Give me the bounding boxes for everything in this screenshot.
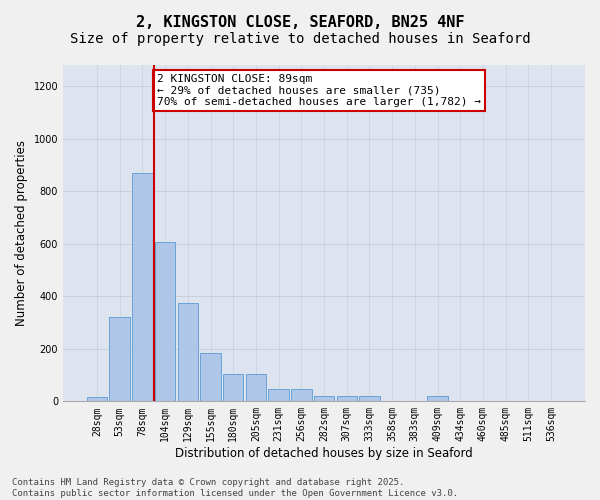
Bar (291, 389, 311, 402)
X-axis label: Distribution of detached houses by size in Seaford: Distribution of detached houses by size … (175, 447, 473, 460)
Bar (109, 318, 130, 402)
Bar (200, 352, 221, 402)
Bar (359, 396, 380, 402)
Bar (87, 398, 107, 402)
Text: Contains HM Land Registry data © Crown copyright and database right 2025.
Contai: Contains HM Land Registry data © Crown c… (12, 478, 458, 498)
Bar (314, 396, 334, 402)
Bar (268, 389, 289, 402)
Text: Size of property relative to detached houses in Seaford: Size of property relative to detached ho… (70, 32, 530, 46)
Y-axis label: Number of detached properties: Number of detached properties (15, 140, 28, 326)
Bar (132, 172, 152, 402)
Bar (178, 303, 198, 402)
Bar (223, 374, 244, 402)
Bar (155, 242, 175, 402)
Bar (427, 396, 448, 402)
Text: 2, KINGSTON CLOSE, SEAFORD, BN25 4NF: 2, KINGSTON CLOSE, SEAFORD, BN25 4NF (136, 15, 464, 30)
Bar (337, 396, 357, 402)
Bar (245, 374, 266, 402)
Text: 2 KINGSTON CLOSE: 89sqm
← 29% of detached houses are smaller (735)
70% of semi-d: 2 KINGSTON CLOSE: 89sqm ← 29% of detache… (157, 74, 481, 108)
